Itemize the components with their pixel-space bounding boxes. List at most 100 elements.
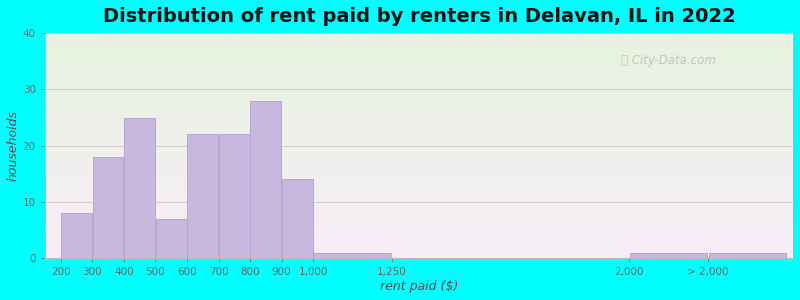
Bar: [45, 211, 793, 213]
Bar: [45, 193, 793, 194]
Bar: [45, 50, 793, 52]
Bar: [45, 185, 793, 187]
Bar: [45, 221, 793, 223]
Bar: [45, 208, 793, 209]
Bar: [45, 136, 793, 138]
Bar: [45, 78, 793, 80]
Bar: [45, 142, 793, 144]
Bar: [45, 108, 793, 110]
Bar: [45, 40, 793, 42]
Bar: [45, 116, 793, 118]
Bar: [45, 65, 793, 67]
Bar: [45, 93, 793, 95]
Bar: [45, 44, 793, 46]
Bar: [45, 144, 793, 146]
Bar: [45, 183, 793, 185]
Bar: [314, 253, 391, 258]
Bar: [45, 245, 793, 247]
Bar: [219, 134, 250, 258]
Bar: [709, 253, 786, 258]
Bar: [45, 228, 793, 230]
Bar: [93, 157, 123, 258]
Bar: [45, 191, 793, 193]
Bar: [45, 217, 793, 219]
Bar: [45, 215, 793, 217]
Bar: [45, 206, 793, 208]
Bar: [45, 89, 793, 91]
Bar: [45, 161, 793, 163]
Bar: [45, 166, 793, 168]
Bar: [45, 153, 793, 155]
Bar: [45, 140, 793, 142]
Bar: [45, 256, 793, 258]
Bar: [45, 46, 793, 48]
Bar: [45, 59, 793, 61]
Bar: [45, 88, 793, 89]
Bar: [45, 56, 793, 58]
Bar: [45, 179, 793, 181]
Bar: [282, 179, 313, 258]
Bar: [45, 133, 793, 134]
Bar: [187, 134, 218, 258]
Bar: [45, 230, 793, 232]
Bar: [45, 204, 793, 206]
Bar: [45, 146, 793, 148]
Bar: [45, 176, 793, 178]
Bar: [45, 253, 793, 254]
Bar: [45, 243, 793, 245]
Bar: [45, 97, 793, 99]
Bar: [45, 159, 793, 161]
Bar: [45, 194, 793, 196]
Bar: [45, 127, 793, 129]
Bar: [45, 130, 793, 133]
Bar: [45, 63, 793, 65]
Bar: [45, 119, 793, 121]
Text: ⓒ City-Data.com: ⓒ City-Data.com: [621, 54, 716, 67]
Bar: [45, 73, 793, 74]
Bar: [45, 118, 793, 119]
Bar: [45, 254, 793, 256]
Bar: [45, 251, 793, 253]
Bar: [45, 168, 793, 170]
Bar: [124, 118, 155, 258]
Bar: [45, 70, 793, 73]
Bar: [45, 58, 793, 59]
Bar: [45, 232, 793, 234]
Bar: [45, 174, 793, 176]
Bar: [45, 85, 793, 88]
Bar: [45, 84, 793, 85]
Bar: [45, 76, 793, 78]
Bar: [45, 121, 793, 123]
Bar: [45, 163, 793, 164]
Bar: [45, 209, 793, 211]
Bar: [45, 39, 793, 41]
Bar: [45, 106, 793, 108]
Bar: [45, 200, 793, 202]
Bar: [156, 219, 186, 258]
Bar: [45, 178, 793, 179]
Bar: [45, 74, 793, 76]
Bar: [45, 196, 793, 198]
Bar: [45, 125, 793, 127]
Bar: [250, 100, 282, 258]
Bar: [45, 213, 793, 215]
Bar: [61, 213, 92, 258]
Bar: [45, 69, 793, 70]
Bar: [45, 52, 793, 54]
Bar: [45, 249, 793, 251]
Bar: [45, 151, 793, 153]
Bar: [45, 170, 793, 172]
Bar: [45, 42, 793, 44]
Bar: [45, 82, 793, 84]
Bar: [45, 164, 793, 166]
Bar: [45, 37, 793, 39]
Y-axis label: households: households: [7, 110, 20, 181]
Bar: [45, 247, 793, 249]
Bar: [45, 189, 793, 191]
Bar: [45, 104, 793, 106]
Bar: [45, 226, 793, 228]
Bar: [45, 114, 793, 116]
Bar: [45, 224, 793, 226]
Bar: [45, 239, 793, 242]
Bar: [45, 48, 793, 50]
